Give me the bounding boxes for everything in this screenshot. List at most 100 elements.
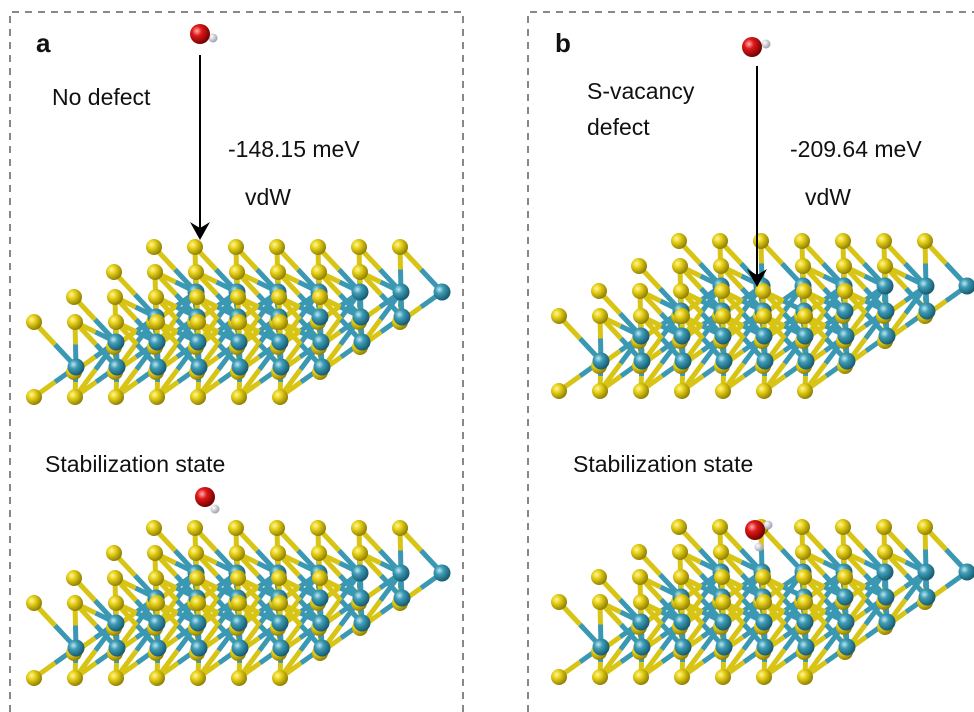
atom [149, 670, 165, 686]
atom [312, 309, 329, 326]
atom [762, 40, 771, 49]
atom [231, 389, 247, 405]
atom [107, 570, 123, 586]
atom [109, 359, 126, 376]
atom [756, 328, 773, 345]
atom [878, 589, 895, 606]
atom [67, 314, 83, 330]
atom [715, 308, 731, 324]
atom [716, 639, 733, 656]
atom [273, 640, 290, 657]
state: Stabilization state [573, 451, 753, 477]
atom [634, 353, 651, 370]
atom [270, 545, 286, 561]
figure: a No defect -148.15 meV vdW Stabilizatio… [0, 0, 974, 712]
atom [755, 569, 771, 585]
atom [593, 639, 610, 656]
atom [795, 544, 811, 560]
atom [211, 505, 220, 514]
interaction: vdW [805, 184, 851, 210]
atom [633, 308, 649, 324]
atom [714, 569, 730, 585]
atom [753, 233, 769, 249]
atom [311, 264, 327, 280]
atom [149, 314, 165, 330]
atom [150, 640, 167, 657]
atom [392, 520, 408, 536]
atom [634, 639, 651, 656]
atom [67, 595, 83, 611]
atom [797, 383, 813, 399]
atom [230, 570, 246, 586]
atom [272, 314, 288, 330]
atom [68, 359, 85, 376]
atom [592, 594, 608, 610]
atom [272, 389, 288, 405]
atom [837, 303, 854, 320]
atom [190, 389, 206, 405]
atom [917, 519, 933, 535]
atom [756, 308, 772, 324]
atom [187, 239, 203, 255]
atom [673, 569, 689, 585]
atom [797, 614, 814, 631]
atom [795, 258, 811, 274]
atom [551, 308, 567, 324]
atom [674, 383, 690, 399]
atom [836, 544, 852, 560]
atom [231, 670, 247, 686]
atom [229, 264, 245, 280]
atom [434, 284, 451, 301]
atom [108, 389, 124, 405]
atom [674, 614, 691, 631]
atom [633, 328, 650, 345]
atom [764, 521, 773, 530]
atom [271, 570, 287, 586]
atom [231, 314, 247, 330]
atom [796, 283, 812, 299]
atom [108, 595, 124, 611]
interaction: vdW [245, 184, 291, 210]
atom [231, 334, 248, 351]
atom [108, 334, 125, 351]
atom [26, 389, 42, 405]
atom [107, 289, 123, 305]
atom [393, 284, 410, 301]
atom [231, 595, 247, 611]
atom [919, 303, 936, 320]
energy: -148.15 meV [228, 136, 360, 162]
atom [188, 264, 204, 280]
atom [839, 639, 856, 656]
atom [310, 520, 326, 536]
atom [794, 519, 810, 535]
atom [108, 670, 124, 686]
atom [351, 520, 367, 536]
atom [631, 544, 647, 560]
atom [551, 669, 567, 685]
atom [272, 670, 288, 686]
atom [149, 334, 166, 351]
atom [592, 669, 608, 685]
atom [839, 353, 856, 370]
atom [837, 283, 853, 299]
atom [877, 544, 893, 560]
atom [312, 570, 328, 586]
atom [188, 545, 204, 561]
atom [66, 289, 82, 305]
atom [354, 615, 371, 632]
atom [591, 569, 607, 585]
atom [195, 487, 215, 507]
atom [797, 328, 814, 345]
atom [714, 283, 730, 299]
atom [146, 239, 162, 255]
atom [147, 264, 163, 280]
atom [675, 639, 692, 656]
atom [591, 283, 607, 299]
atom [312, 289, 328, 305]
atom [757, 353, 774, 370]
atom [742, 37, 762, 57]
panel-label: a [36, 28, 51, 58]
condition: No defect [52, 84, 151, 110]
atom [592, 308, 608, 324]
atom [715, 594, 731, 610]
